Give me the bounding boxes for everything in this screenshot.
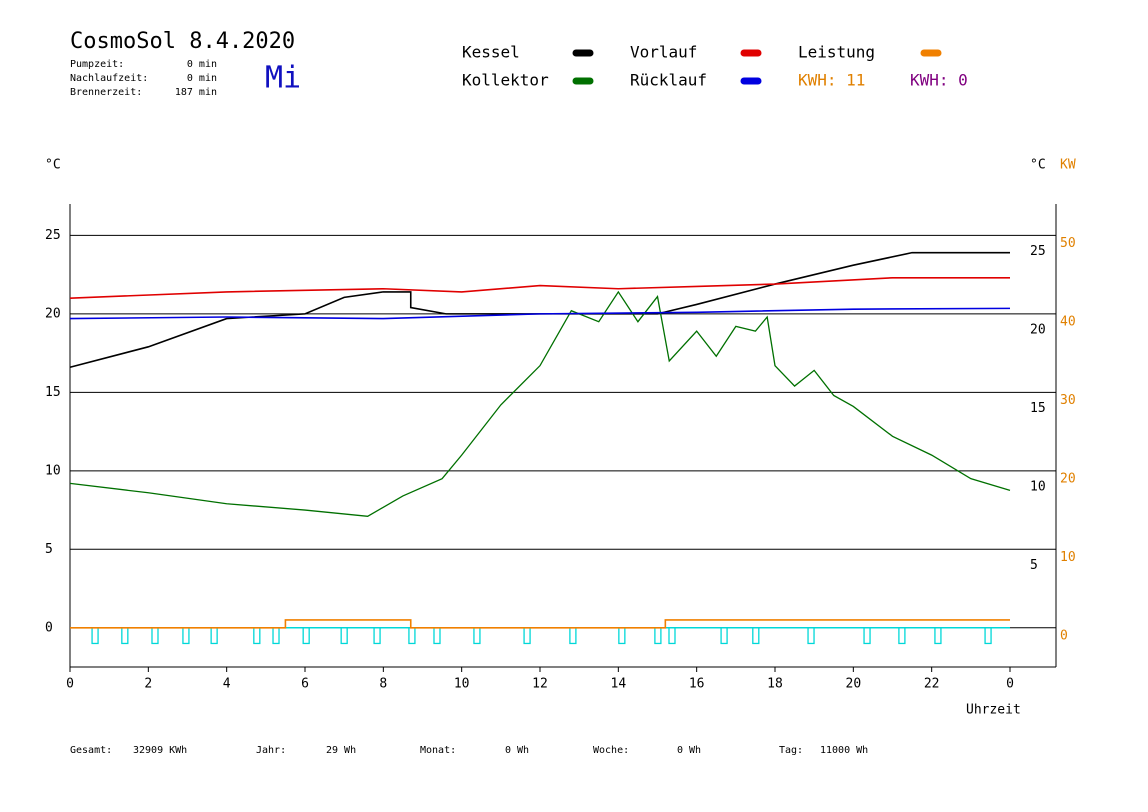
x-tick-label: 20 [846, 677, 862, 692]
pulse [618, 627, 626, 645]
series-line [69, 251, 1010, 369]
pulse [210, 627, 218, 645]
x-tick-label: 12 [532, 677, 548, 692]
y-right-tick-label: 20 [1030, 322, 1046, 337]
stat-value: 0 min [187, 59, 217, 70]
pulse [934, 627, 942, 645]
y-right-tick-label: 5 [1030, 558, 1038, 573]
pulse [473, 627, 481, 645]
y-right-tick-label: 10 [1030, 479, 1046, 494]
y2-tick-label: 10 [1060, 550, 1076, 565]
pulse [253, 627, 261, 645]
pulse [720, 627, 728, 645]
x-tick-label: 22 [924, 677, 940, 692]
series-line [69, 276, 1010, 299]
y-tick-label: 5 [45, 542, 53, 557]
y2-tick-label: 50 [1060, 236, 1076, 251]
y2-tick-label: 40 [1060, 314, 1076, 329]
footer-label: Tag: [779, 745, 803, 756]
y2-tick-label: 30 [1060, 393, 1076, 408]
footer-label: Woche: [593, 745, 629, 756]
x-tick-label: 18 [767, 677, 783, 692]
stat-value: 187 min [175, 87, 217, 98]
pulse [863, 627, 871, 645]
x-tick-label: 4 [223, 677, 231, 692]
x-tick-label: 16 [689, 677, 705, 692]
series-line [70, 619, 1010, 629]
footer-value: 11000 Wh [820, 745, 868, 756]
pulse [984, 627, 992, 645]
footer-value: 29 Wh [326, 745, 356, 756]
footer-value: 0 Wh [677, 745, 701, 756]
kwh-purple: KWH: 0 [910, 71, 968, 90]
pulse [898, 627, 906, 645]
y-right-axis-label: °C [1030, 158, 1046, 173]
pulse [433, 627, 441, 645]
footer-value: 0 Wh [505, 745, 529, 756]
stat-label: Pumpzeit: [70, 59, 124, 70]
y-tick-label: 15 [45, 385, 61, 400]
pulse [654, 627, 662, 645]
series-line [69, 307, 1011, 320]
pulse [668, 627, 676, 645]
footer-label: Gesamt: [70, 745, 112, 756]
pulse [182, 627, 190, 645]
legend-label: Vorlauf [630, 43, 697, 62]
legend-label: Kessel [462, 43, 520, 62]
y2-tick-label: 0 [1060, 628, 1068, 643]
y-tick-label: 0 [45, 620, 53, 635]
stat-label: Brennerzeit: [70, 87, 142, 98]
legend-label: Leistung [798, 43, 875, 62]
stat-label: Nachlaufzeit: [70, 73, 148, 84]
pulse [807, 627, 815, 645]
x-tick-label: 6 [301, 677, 309, 692]
y-right-tick-label: 15 [1030, 401, 1046, 416]
pulse [340, 627, 348, 645]
pulse [91, 627, 99, 645]
legend-label: Rücklauf [630, 71, 707, 90]
x-tick-label: 14 [611, 677, 627, 692]
y-axis-label: °C [45, 158, 61, 173]
pulse [373, 627, 381, 645]
series-line [69, 290, 1011, 517]
pulse [121, 627, 129, 645]
y-tick-label: 20 [45, 306, 61, 321]
stat-value: 0 min [187, 73, 217, 84]
footer-value: 32909 KWh [133, 745, 187, 756]
pulse [408, 627, 416, 645]
y-tick-label: 25 [45, 228, 61, 243]
x-tick-label: 0 [1006, 677, 1014, 692]
x-tick-label: 0 [66, 677, 74, 692]
legend-label: Kollektor [462, 71, 549, 90]
x-tick-label: 10 [454, 677, 470, 692]
pulse [752, 627, 760, 645]
title: CosmoSol 8.4.2020 [70, 29, 295, 54]
pulse [523, 627, 531, 645]
pulse [151, 627, 159, 645]
y2-tick-label: 20 [1060, 471, 1076, 486]
footer-label: Jahr: [256, 745, 286, 756]
y-right-tick-label: 25 [1030, 244, 1046, 259]
y-tick-label: 10 [45, 463, 61, 478]
x-tick-label: 8 [379, 677, 387, 692]
x-tick-label: 2 [144, 677, 152, 692]
weekday: Mi [265, 61, 301, 96]
pulse [569, 627, 577, 645]
x-axis-label: Uhrzeit [966, 703, 1021, 718]
pulse [302, 627, 310, 645]
kwh-orange: KWH: 11 [798, 71, 865, 90]
y2-axis-label: KW [1060, 158, 1076, 173]
footer-label: Monat: [420, 745, 456, 756]
pulse [272, 627, 280, 645]
